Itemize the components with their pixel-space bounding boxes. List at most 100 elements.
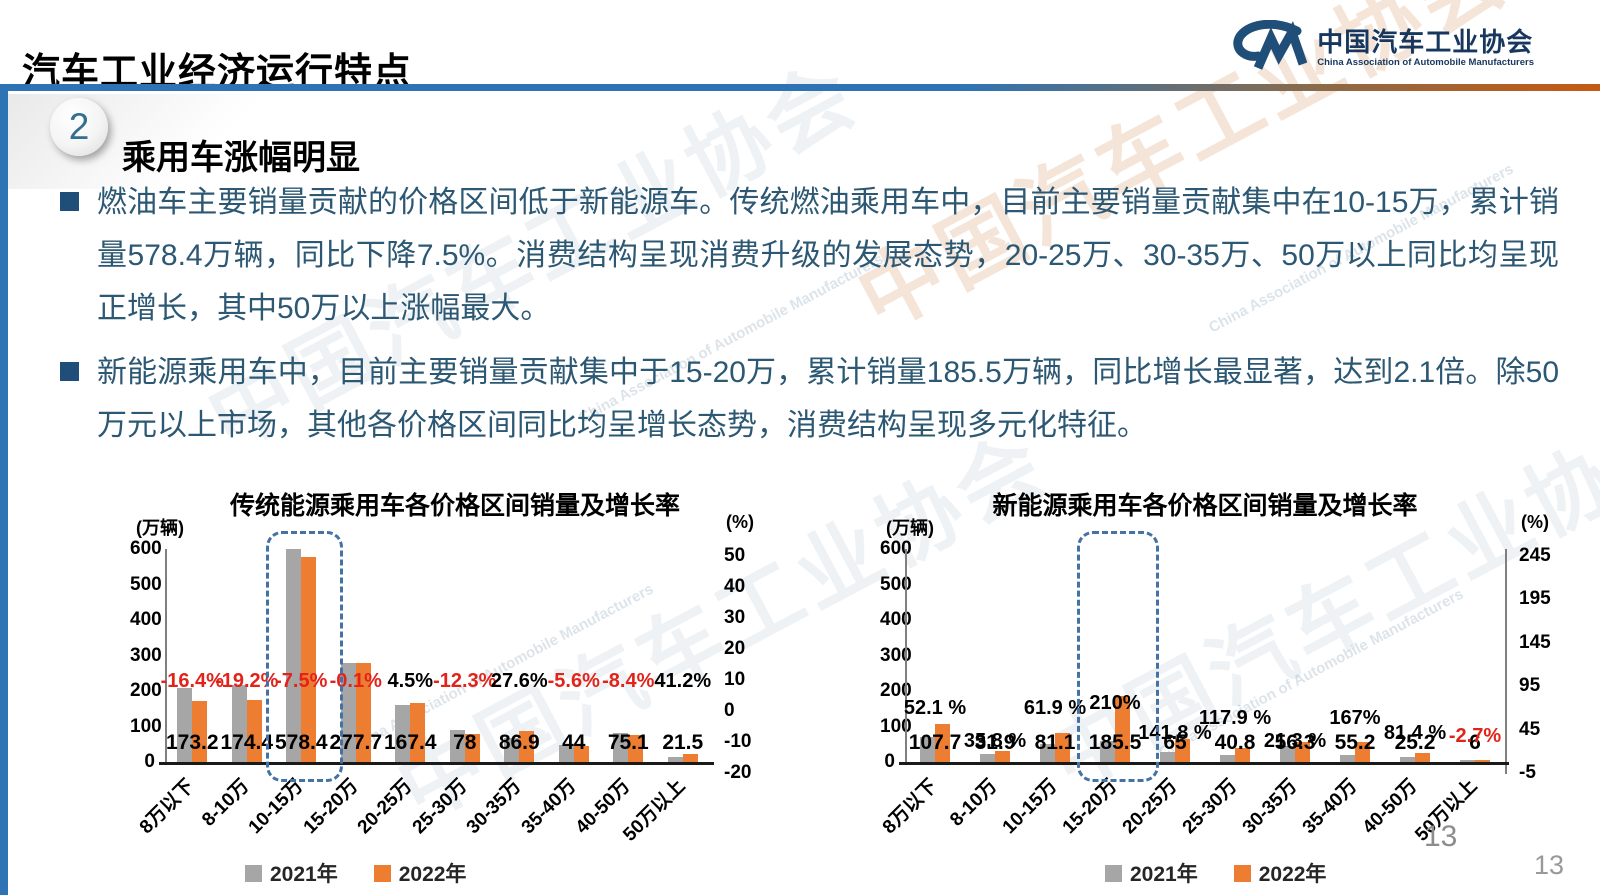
- legend-label: 2022年: [1258, 863, 1327, 886]
- bar-2022年: [192, 700, 208, 762]
- left-axis-tick: 0: [144, 751, 155, 772]
- right-axis-tick: 145: [1519, 631, 1551, 653]
- growth-label: 41.2%: [654, 670, 712, 692]
- right-axis-tick: 10: [724, 669, 746, 690]
- growth-label: -16.4%: [160, 670, 224, 692]
- bar-2022年: [1115, 696, 1130, 762]
- value-label: 40.8: [1214, 731, 1256, 754]
- value-label: 81.1: [1034, 731, 1076, 754]
- logo-org-name-cn: 中国汽车工业协会: [1317, 27, 1534, 58]
- growth-label: 210%: [1089, 692, 1141, 714]
- bar-2022年: [935, 723, 950, 762]
- bar-2021年: [1460, 759, 1475, 762]
- legend-item: 2021年: [1105, 858, 1198, 888]
- growth-label: 81.4 %: [1383, 722, 1447, 744]
- right-axis-tick: -10: [724, 731, 752, 752]
- legend-item: 2022年: [373, 858, 467, 888]
- chart-nev: 新能源乘用车各价格区间销量及增长率 (万辆) (%) 600 500 400 300 200 1…: [879, 484, 1600, 895]
- bar-2022年: [1295, 742, 1310, 762]
- right-axis-tick: 245: [1519, 545, 1551, 566]
- left-axis-tick: 300: [130, 644, 162, 666]
- left-axis-tick: 600: [880, 538, 912, 559]
- logo-org-name-en: China Association of Automobile Manufact…: [1317, 56, 1534, 68]
- caam-logo: 中国汽车工业协会 China Association of Automobile…: [1233, 19, 1534, 77]
- bar-2021年: [177, 688, 193, 762]
- left-edge-stripe: [0, 84, 8, 895]
- growth-label: -5.6%: [547, 670, 600, 692]
- value-label: 44: [562, 731, 586, 754]
- bar-2022年: [682, 754, 698, 762]
- left-axis-tick: 200: [130, 680, 162, 701]
- value-label: 25.2: [1394, 731, 1436, 754]
- right-axis-unit: (%): [726, 512, 754, 532]
- right-axis-tick: 95: [1519, 675, 1541, 697]
- right-axis-tick: 0: [724, 700, 735, 721]
- legend: 2021年 2022年: [245, 858, 466, 888]
- legend-swatch-2021年: [1105, 864, 1122, 882]
- bar-2022年: [1235, 747, 1250, 762]
- legend-label: 2022年: [398, 863, 467, 886]
- left-axis-tick: 200: [880, 680, 912, 701]
- y-axis-line: [165, 549, 167, 762]
- left-axis-tick: 0: [884, 751, 895, 772]
- bullet-text: 燃油车主要销量贡献的价格区间低于新能源车。传统燃油乘用车中，目前主要销量贡献集中…: [97, 186, 1559, 325]
- value-label: 277.7: [329, 731, 383, 754]
- bar-2021年: [1220, 755, 1235, 762]
- right-axis-tick: 20: [724, 638, 746, 659]
- header-divider: [0, 84, 1600, 91]
- right-axis-unit: (%): [1521, 512, 1549, 532]
- right-axis-tick: -5: [1519, 762, 1536, 783]
- growth-label: 61.9 %: [1023, 697, 1087, 719]
- value-label: 86.9: [498, 731, 540, 754]
- bullet-item: 燃油车主要销量贡献的价格区间低于新能源车。传统燃油乘用车中，目前主要销量贡献集中…: [60, 176, 1565, 335]
- growth-label: 4.5%: [387, 670, 434, 692]
- bar-2021年: [286, 549, 302, 762]
- section-title: 乘用车涨幅明显: [122, 139, 360, 178]
- value-label: 173.2: [165, 731, 219, 754]
- section-number-badge: 2: [50, 98, 108, 156]
- x-axis-line: [899, 762, 1509, 765]
- left-axis-tick: 100: [130, 715, 162, 737]
- value-label: 78: [453, 731, 477, 754]
- value-label: 578.4: [274, 731, 328, 754]
- chart-traditional: 传统能源乘用车各价格区间销量及增长率 (万辆) (%) 600 500 400 300 200…: [130, 484, 780, 895]
- bar-2021年: [504, 737, 520, 762]
- left-axis-tick: 500: [880, 573, 912, 595]
- legend-label: 2021年: [1130, 863, 1198, 886]
- left-axis-tick: 300: [880, 644, 912, 666]
- bullet-list: 燃油车主要销量贡献的价格区间低于新能源车。传统燃油乘用车中，目前主要销量贡献集中…: [60, 176, 1565, 463]
- bar-2021年: [1280, 745, 1295, 762]
- section-band: [8, 94, 258, 189]
- left-axis-tick: 500: [130, 573, 162, 595]
- right-axis-tick: 195: [1519, 588, 1551, 610]
- growth-label: 35.8 %: [963, 730, 1027, 752]
- bar-2021年: [1040, 744, 1055, 762]
- bar-2021年: [1400, 757, 1415, 762]
- growth-label: 21.3 %: [1263, 730, 1327, 752]
- value-label: 185.5: [1088, 731, 1142, 754]
- bar-2021年: [231, 685, 247, 762]
- bar-2022年: [1475, 759, 1490, 762]
- highlight-box: [266, 531, 343, 782]
- value-label: 107.7: [908, 731, 962, 754]
- page-number-inner: 13: [1424, 820, 1458, 853]
- growth-label: 27.6%: [490, 670, 548, 692]
- highlight-box: [1077, 531, 1159, 782]
- caam-logo-icon: [1233, 19, 1308, 77]
- bar-2022年: [1055, 733, 1070, 762]
- growth-label: -7.5%: [275, 670, 328, 692]
- bar-2022年: [995, 750, 1010, 762]
- legend-swatch-2021年: [245, 864, 262, 882]
- value-label: 6: [1469, 731, 1481, 754]
- bar-2021年: [395, 705, 411, 762]
- bar-2022年: [1415, 753, 1430, 762]
- bar-2021年: [340, 663, 356, 762]
- bullet-item: 新能源乘用车中，目前主要销量贡献集中于15-20万，累计销量185.5万辆，同比…: [60, 346, 1565, 452]
- secondary-axis-line: [1505, 549, 1507, 774]
- value-label: 21.5: [662, 731, 704, 754]
- right-axis-tick: 50: [724, 545, 746, 566]
- bar-2021年: [558, 745, 574, 762]
- bar-2021年: [1100, 740, 1115, 762]
- growth-label: -8.4%: [602, 670, 655, 692]
